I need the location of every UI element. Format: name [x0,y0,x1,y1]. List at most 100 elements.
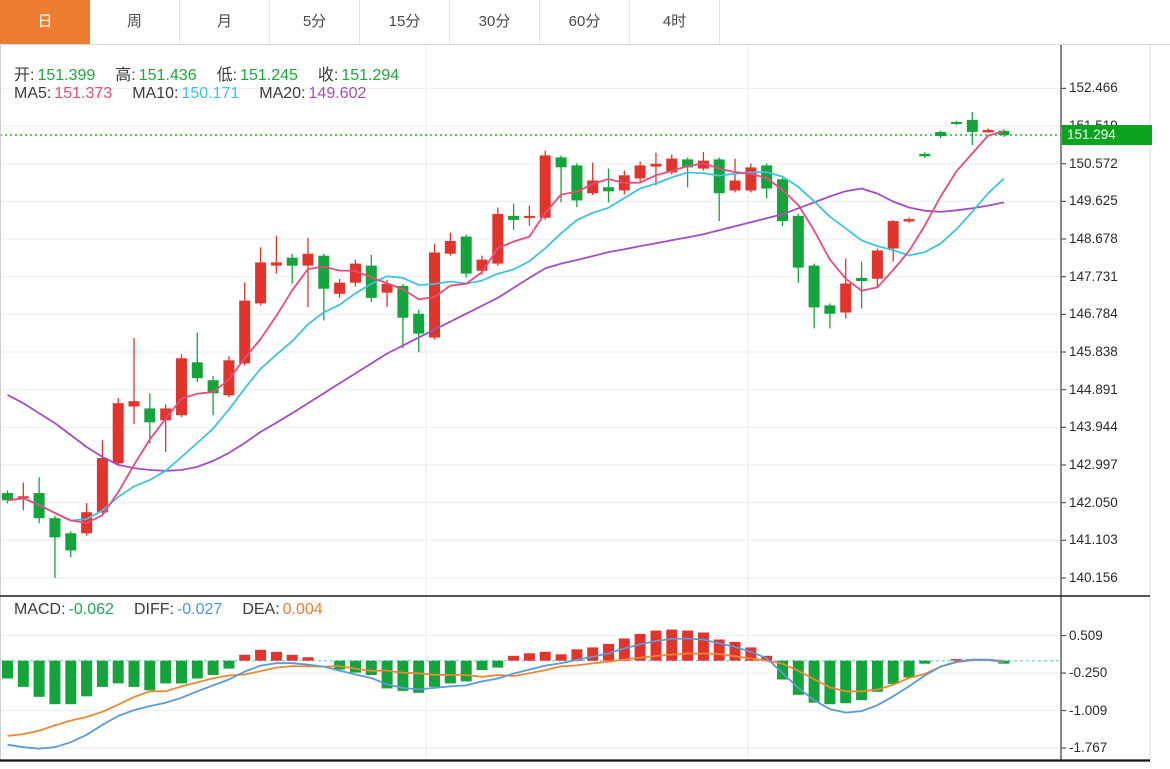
ma20-value: 149.602 [308,85,367,102]
candle [824,305,836,314]
macd-bar [492,660,504,668]
tab-month[interactable]: 月 [180,0,270,44]
tab-60min[interactable]: 60分 [540,0,630,44]
candle [365,265,377,298]
macd-bar [81,660,93,697]
candle [207,380,219,394]
macd-bar [618,638,630,661]
dif-line [7,637,1005,750]
macd-bar [777,660,788,680]
candle [49,518,61,538]
macd-bar [555,654,567,661]
candle [808,265,820,308]
candle [555,157,567,168]
candle [587,180,599,194]
macd-bar [207,660,219,675]
macd-bar [808,660,820,703]
macd-bar [539,651,551,661]
ma5-value: 151.373 [54,85,113,102]
macd-bar [223,660,235,669]
candle [492,213,504,264]
candle [903,219,915,222]
tab-15min[interactable]: 15分 [360,0,450,44]
y-axis-label: 150.572 [1069,155,1118,171]
candle [792,215,804,268]
candle [840,283,852,313]
macd-bar [160,660,172,684]
candle [650,163,662,167]
macd-bar [191,660,203,679]
macd-bar [128,660,140,687]
candle [761,165,773,189]
macd-bar [270,651,282,661]
candle [270,262,282,266]
candle [429,252,440,338]
tab-4hour[interactable]: 4时 [630,0,720,44]
macd-histogram [2,629,1010,705]
candle [634,165,646,179]
candle [302,253,314,266]
candle [2,493,13,501]
candle [286,257,298,266]
macd-bar [729,641,741,661]
macd-bar [144,660,156,691]
macd-bar [33,660,45,697]
macd-bar [666,629,678,661]
tab-5min[interactable]: 5分 [270,0,360,44]
diff-label: DIFF: [133,601,174,618]
candle [96,458,108,513]
macd-bar [2,660,13,679]
candle [982,130,994,133]
high-value: 151.436 [138,67,197,84]
candle [729,180,741,191]
y-axis-label: 147.731 [1069,268,1118,284]
ma5-line [7,130,1005,524]
y-axis-label: -1.767 [1069,739,1108,755]
macd-bar [429,660,440,687]
macd-bar [49,660,61,705]
macd-bar [365,660,377,675]
candle [951,122,962,124]
macd-bar [587,647,599,661]
candle [128,401,140,407]
macd-bar [302,657,314,661]
candle [887,221,899,249]
macd-bar [682,630,694,661]
tab-week[interactable]: 周 [90,0,180,44]
candle [966,120,978,132]
candle [397,285,409,318]
macd-bar [745,647,757,661]
open-value: 151.399 [37,67,96,84]
dea-label: DEA: [242,601,280,618]
macd-bar [951,659,962,661]
y-axis-label: 142.050 [1069,494,1118,510]
macd-bar [919,660,931,664]
candle [318,255,330,289]
macd-bar [476,660,488,671]
candle [413,313,425,334]
ma20-label: MA20: [259,85,306,102]
high-label: 高: [115,67,136,84]
macd-bar [255,649,267,661]
tab-30min[interactable]: 30分 [450,0,540,44]
macd-label: MACD: [14,601,66,618]
candle [144,408,156,423]
macd-bar [460,660,472,682]
ohlc-readout: 开: 151.399 高: 151.436 低: 151.245 收: 151.294 [14,61,419,85]
ma10-value: 150.171 [181,85,240,102]
candle [523,215,535,218]
macd-bar [350,660,361,673]
candle [508,215,520,220]
candle [777,179,788,222]
macd-bar [792,660,804,695]
candles-layer [2,112,1010,578]
ma-readout: MA5: 151.373 MA10: 150.171 MA20: 149.602 [14,85,386,103]
macd-bar [634,634,646,661]
candle [935,132,947,136]
macd-bar [840,660,852,704]
candle [381,283,393,293]
tab-day[interactable]: 日 [0,0,90,44]
candle [666,158,678,173]
